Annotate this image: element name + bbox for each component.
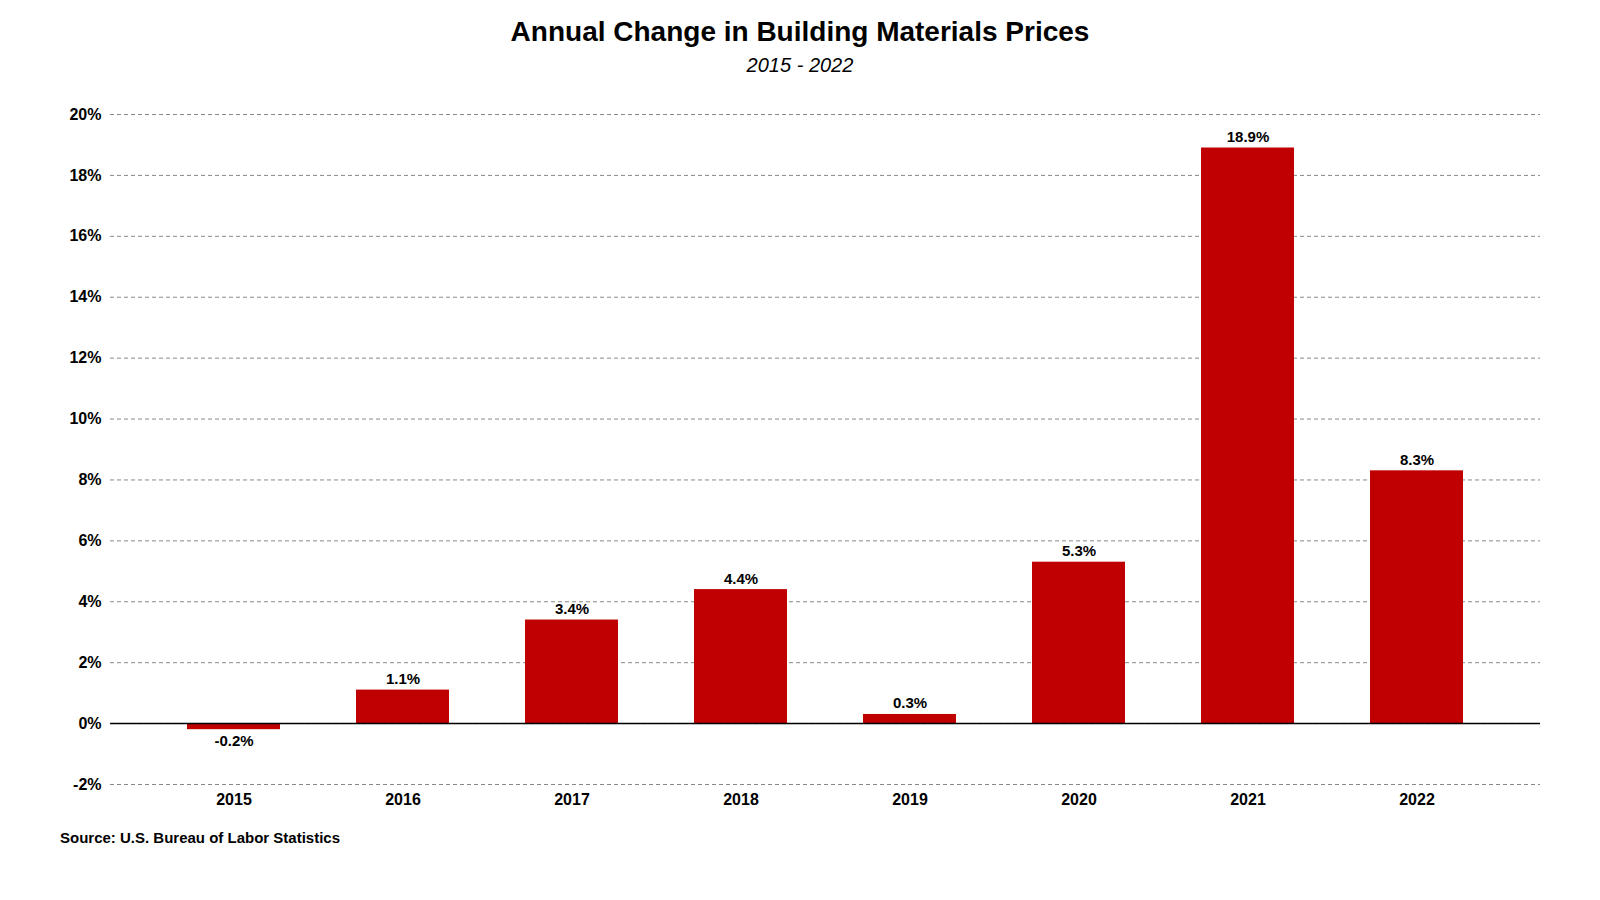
svg-text:0%: 0% <box>78 715 101 732</box>
svg-text:-0.2%: -0.2% <box>214 732 253 749</box>
html-text:Annual Change in Building Mate: Annual Change in Building Materials Pric… <box>510 16 1090 47</box>
svg-text:4%: 4% <box>78 593 101 610</box>
svg-text:16%: 16% <box>69 227 101 244</box>
svg-text:2015: 2015 <box>216 791 252 808</box>
html-text:Source: U.S. Bureau of Labor S: Source: U.S. Bureau of Labor Statistics <box>60 829 341 846</box>
svg-text:10%: 10% <box>69 410 101 427</box>
svg-text:5.3%: 5.3% <box>1062 542 1096 559</box>
svg-text:2022: 2022 <box>1399 791 1435 808</box>
svg-text:14%: 14% <box>69 288 101 305</box>
svg-text:1.1%: 1.1% <box>386 670 420 687</box>
svg-text:3.4%: 3.4% <box>555 600 589 617</box>
svg-text:4.4%: 4.4% <box>724 570 758 587</box>
svg-text:8%: 8% <box>78 471 101 488</box>
svg-text:2017: 2017 <box>554 791 590 808</box>
svg-text:2018: 2018 <box>723 791 759 808</box>
svg-text:8.3%: 8.3% <box>1400 451 1434 468</box>
svg-text:2019: 2019 <box>892 791 928 808</box>
svg-text:2020: 2020 <box>1061 791 1097 808</box>
html-text:2015 - 2022: 2015 - 2022 <box>746 54 854 76</box>
svg-text:18%: 18% <box>69 167 101 184</box>
svg-text:-2%: -2% <box>73 776 101 793</box>
svg-text:12%: 12% <box>69 349 101 366</box>
svg-text:18.9%: 18.9% <box>1227 128 1270 145</box>
svg-text:2016: 2016 <box>385 791 421 808</box>
svg-text:6%: 6% <box>78 532 101 549</box>
svg-text:20%: 20% <box>69 106 101 123</box>
svg-text:2021: 2021 <box>1230 791 1266 808</box>
svg-text:0.3%: 0.3% <box>893 694 927 711</box>
svg-text:2%: 2% <box>78 654 101 671</box>
